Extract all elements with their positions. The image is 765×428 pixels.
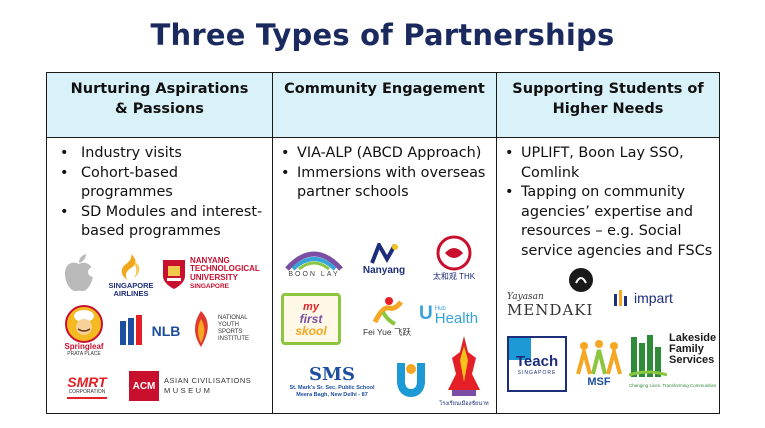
- logo-text: Lakeside: [669, 332, 717, 344]
- bullet-list: VIA-ALP (ABCD Approach) Immersions with …: [273, 138, 496, 203]
- bullet-list: UPLIFT, Boon Lay SSO, Comlink Tapping on…: [497, 138, 719, 261]
- impart-logo: impart: [613, 285, 693, 311]
- logo-text: SPORTS: [218, 329, 243, 335]
- logo-text: Family: [669, 343, 704, 355]
- logo-text: St. Mark's Sr. Sec. Public School: [289, 385, 375, 391]
- logo-text: impart: [634, 290, 673, 306]
- column-supporting-students: Supporting Students of Higher Needs UPLI…: [496, 73, 719, 413]
- logo-text: Nanyang: [362, 264, 406, 276]
- header-line: Higher Needs: [552, 101, 664, 117]
- logo-text: MSF: [587, 376, 611, 388]
- list-item: Industry visits: [51, 144, 266, 164]
- logo-text: UNIVERSITY: [190, 273, 239, 282]
- u-school-logo: [391, 357, 431, 401]
- thk-logo: 太和观 THK: [423, 231, 485, 285]
- springleaf-logo: Springleaf PRATA PLACE: [57, 303, 111, 359]
- lakeside-logo: Lakeside Family Services Changing Lives.…: [629, 333, 719, 395]
- logo-text: ACM: [129, 371, 159, 401]
- list-item: VIA-ALP (ABCD Approach): [277, 144, 490, 164]
- health-logo: U Hub Health: [419, 303, 479, 327]
- logo-text: Springleaf: [64, 342, 104, 351]
- fei-yue-logo: Fei Yue 飞跃: [355, 291, 419, 343]
- smrt-logo: SMRT CORPORATION: [59, 371, 115, 403]
- logo-text: first: [299, 312, 323, 326]
- apple-logo: [61, 251, 97, 293]
- logo-text: Hub: [434, 306, 446, 312]
- acm-logo: ACM ASIAN CIVILISATIONS MUSEUM: [129, 369, 269, 403]
- column-header: Community Engagement: [273, 73, 496, 138]
- list-item: UPLIFT, Boon Lay SSO, Comlink: [501, 144, 713, 183]
- page-title: Three Types of Partnerships: [150, 18, 615, 52]
- bird-icon: [121, 254, 140, 280]
- column-header: Supporting Students of Higher Needs: [497, 73, 719, 138]
- logo-text: INSTITUTE: [218, 335, 249, 342]
- teach-singapore-logo: Teach SINGAPORE: [505, 335, 569, 393]
- chef-icon: [65, 305, 103, 343]
- figure-icon: [372, 297, 403, 326]
- logo-text: my: [303, 301, 319, 313]
- nanyang-logo: Nanyang: [353, 239, 415, 279]
- books-icon: [119, 315, 142, 345]
- logo-text: NATIONAL: [218, 315, 248, 322]
- logo-text: Changing Lives. Transforming Communities: [629, 383, 717, 388]
- flame-icon: [195, 311, 208, 347]
- bullet-list: Industry visits Cohort-based programmes …: [47, 138, 272, 242]
- emblem-icon: [569, 267, 593, 292]
- logo-text: NANYANG: [190, 255, 230, 265]
- column-nurturing-aspirations: Nurturing Aspirations & Passions Industr…: [47, 73, 272, 413]
- family-icon: [629, 335, 667, 377]
- crest-icon: [163, 260, 185, 289]
- logo-text: Health: [434, 310, 479, 327]
- arc-icon: [285, 251, 343, 271]
- logo-text: TECHNOLOGICAL: [190, 264, 260, 274]
- singapore-airlines-logo: SINGAPORE AIRLINES: [103, 249, 159, 301]
- list-item: SD Modules and interest-based programmes: [51, 203, 266, 242]
- my-first-skool-logo: my first skool: [279, 291, 343, 347]
- logo-text: MENDAKI: [507, 300, 594, 319]
- logo-text: skool: [295, 324, 327, 338]
- header-line: & Passions: [115, 101, 204, 117]
- logo-text: AIRLINES: [113, 289, 149, 298]
- logo-text: Fei Yue 飞跃: [362, 327, 412, 337]
- logo-text: ASIAN CIVILISATIONS: [164, 376, 252, 385]
- logo-text: Services: [669, 354, 715, 366]
- ntu-logo: NANYANG TECHNOLOGICAL UNIVERSITY SINGAPO…: [161, 253, 267, 295]
- logo-text: BOON LAY: [288, 270, 340, 278]
- column-header: Nurturing Aspirations & Passions: [47, 73, 272, 138]
- logo-text: SINGAPORE: [517, 369, 557, 376]
- boon-lay-logo: BOON LAY: [279, 241, 349, 281]
- logo-text: Teach: [515, 352, 559, 370]
- list-item: Tapping on community agencies’ expertise…: [501, 183, 713, 261]
- logo-text: Yayasan: [507, 291, 544, 302]
- n-mark-icon: [370, 242, 398, 264]
- thai-school-logo: โรงเรียนเมืองชัยนาท: [435, 329, 493, 413]
- st-marks-logo: SMS St. Mark's Sr. Sec. Public School Me…: [289, 364, 375, 399]
- msf-logo: MSF: [573, 335, 625, 393]
- temple-icon: [448, 336, 480, 396]
- logo-text: SINGAPORE: [108, 281, 154, 290]
- nlb-logo: NLB: [117, 311, 181, 351]
- partnership-table: Nurturing Aspirations & Passions Industr…: [46, 72, 720, 414]
- logo-text: CORPORATION: [68, 389, 106, 395]
- mendaki-logo: Yayasan MENDAKI: [507, 265, 609, 319]
- logo-text: YOUTH: [218, 322, 239, 329]
- people-icon: [576, 340, 622, 375]
- list-item: Immersions with overseas partner schools: [277, 164, 490, 203]
- logo-text: SINGAPORE: [190, 282, 230, 290]
- header-line: Nurturing Aspirations: [70, 81, 249, 97]
- logo-text: Meera Bagh, New Delhi - 87: [296, 392, 368, 398]
- bars-icon: [614, 290, 627, 306]
- seal-icon: [436, 235, 472, 270]
- logo-text: SMRT: [67, 374, 107, 390]
- logo-text: 太和观 THK: [432, 271, 476, 281]
- list-item: Cohort-based programmes: [51, 164, 266, 203]
- header-line: Community Engagement: [284, 81, 485, 97]
- header-line: Supporting Students of: [512, 81, 704, 97]
- logo-text: โรงเรียนเมืองชัยนาท: [439, 401, 489, 407]
- nysi-logo: NATIONAL YOUTH SPORTS INSTITUTE: [187, 305, 267, 353]
- logo-text: PRATA PLACE: [67, 351, 101, 357]
- logo-text: NLB: [151, 323, 181, 339]
- column-community-engagement: Community Engagement VIA-ALP (ABCD Appro…: [272, 73, 496, 413]
- logo-text: MUSEUM: [164, 386, 213, 395]
